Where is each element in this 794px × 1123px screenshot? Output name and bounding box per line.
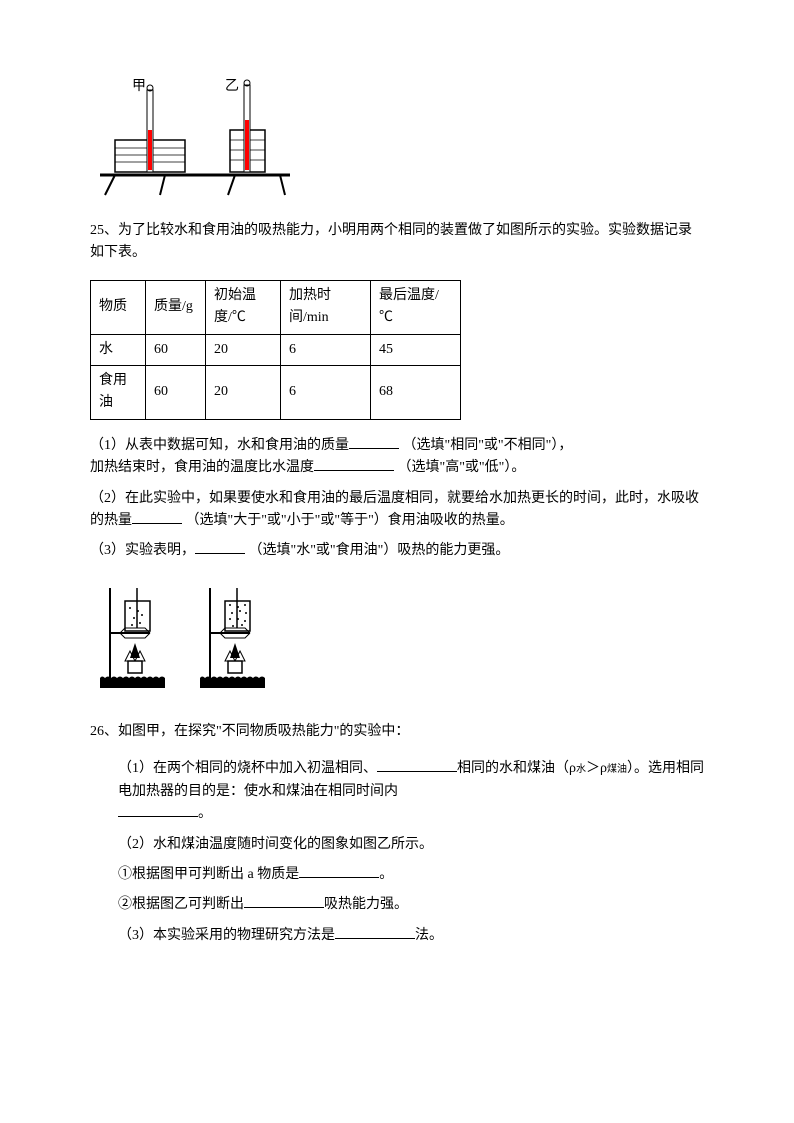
cell-final-temp: 45 [371, 334, 461, 365]
subscript-water: 水 [576, 764, 586, 775]
cell-heat-time: 6 [281, 365, 371, 419]
q26-sub2-1-p1: ①根据图甲可判断出 a 物质是 [118, 867, 299, 882]
q26-sub1-end: 。 [198, 806, 212, 821]
q26-sub3: （3）本实验采用的物理研究方法是 法。 [90, 925, 704, 947]
cell-init-temp: 20 [206, 365, 281, 419]
q26-sub2-2-p1: ②根据图乙可判断出 [118, 897, 244, 912]
q25-sub1-p1: （1）从表中数据可知，水和食用油的质量 [90, 438, 349, 453]
q26-sub2-1: ①根据图甲可判断出 a 物质是 。 [90, 864, 704, 886]
diagram-heating-stands [90, 583, 704, 701]
fill-blank[interactable] [349, 435, 399, 449]
q26-sub1: （1）在两个相同的烧杯中加入初温相同、相同的水和煤油（ρ水＞ρ煤油）。选用相同电… [90, 758, 704, 825]
q26-sub2-2-end: 吸热能力强。 [324, 897, 408, 912]
q26-sub3-p1: （3）本实验采用的物理研究方法是 [118, 928, 335, 943]
q25-sub1: （1）从表中数据可知，水和食用油的质量 （选填"相同"或"不相同"）， 加热结束… [90, 435, 704, 480]
q25-sub3: （3）实验表明， （选填"水"或"食用油"）吸热的能力更强。 [90, 540, 704, 562]
fill-blank[interactable] [335, 925, 415, 939]
fill-blank[interactable] [377, 758, 457, 772]
q25-sub1-p2: 加热结束时，食用油的温度比水温度 [90, 460, 314, 475]
q26-intro: 26、如图甲，在探究"不同物质吸热能力"的实验中： [90, 721, 704, 743]
q26-sub2: （2）水和煤油温度随时间变化的图象如图乙所示。 [90, 834, 704, 856]
cell-final-temp: 68 [371, 365, 461, 419]
q26-sub1-p2: 相同的水和煤油（ρ [457, 761, 576, 776]
q26-sub1-gt: ＞ρ [586, 761, 607, 776]
cell-mass: 60 [146, 365, 206, 419]
q25-intro-text: 为了比较水和食用油的吸热能力，小明用两个相同的装置做了如图所示的实验。实验数据记… [90, 223, 692, 260]
cell-init-temp: 20 [206, 334, 281, 365]
cell-substance: 食用油 [91, 365, 146, 419]
q26-number: 26、 [90, 724, 118, 739]
fill-blank[interactable] [118, 803, 198, 817]
cell-heat-time: 6 [281, 334, 371, 365]
cell-mass: 60 [146, 334, 206, 365]
q25-intro: 25、为了比较水和食用油的吸热能力，小明用两个相同的装置做了如图所示的实验。实验… [90, 220, 704, 265]
fill-blank[interactable] [244, 894, 324, 908]
diagram-two-beakers: 甲 乙 [90, 70, 704, 200]
svg-text:甲: 甲 [132, 79, 146, 94]
fill-blank[interactable] [314, 457, 394, 471]
table-header-row: 物质 质量/g 初始温度/℃ 加热时间/min 最后温度/℃ [91, 280, 461, 334]
th-final-temp: 最后温度/℃ [371, 280, 461, 334]
q26-sub2-2: ②根据图乙可判断出 吸热能力强。 [90, 894, 704, 916]
table-row: 食用油 60 20 6 68 [91, 365, 461, 419]
q25-sub2-h: （选填"大于"或"小于"或"等于"）食用油吸收的热量。 [186, 513, 514, 528]
cell-substance: 水 [91, 334, 146, 365]
q26-sub2-1-end: 。 [379, 867, 393, 882]
q25-sub3-p1: （3）实验表明， [90, 543, 195, 558]
fill-blank[interactable] [132, 510, 182, 524]
th-mass: 质量/g [146, 280, 206, 334]
q25-sub1-h2: （选填"高"或"低"）。 [398, 460, 526, 475]
subscript-oil: 煤油 [607, 764, 627, 775]
th-substance: 物质 [91, 280, 146, 334]
q26-intro-text: 如图甲，在探究"不同物质吸热能力"的实验中： [118, 724, 409, 739]
svg-text:乙: 乙 [225, 78, 239, 94]
table-row: 水 60 20 6 45 [91, 334, 461, 365]
q26-sub1-p1: （1）在两个相同的烧杯中加入初温相同、 [118, 761, 377, 776]
q26-sub3-end: 法。 [415, 928, 443, 943]
q25-sub3-h: （选填"水"或"食用油"）吸热的能力更强。 [249, 543, 510, 558]
q25-data-table: 物质 质量/g 初始温度/℃ 加热时间/min 最后温度/℃ 水 60 20 6… [90, 280, 461, 420]
fill-blank[interactable] [195, 540, 245, 554]
th-init-temp: 初始温度/℃ [206, 280, 281, 334]
q26-sub2-text: （2）水和煤油温度随时间变化的图象如图乙所示。 [118, 837, 433, 852]
th-heat-time: 加热时间/min [281, 280, 371, 334]
fill-blank[interactable] [299, 864, 379, 878]
q25-number: 25、 [90, 223, 118, 238]
q25-sub1-h1: （选填"相同"或"不相同"）， [403, 438, 573, 453]
q25-sub2: （2）在此实验中，如果要使水和食用油的最后温度相同，就要给水加热更长的时间，此时… [90, 488, 704, 533]
